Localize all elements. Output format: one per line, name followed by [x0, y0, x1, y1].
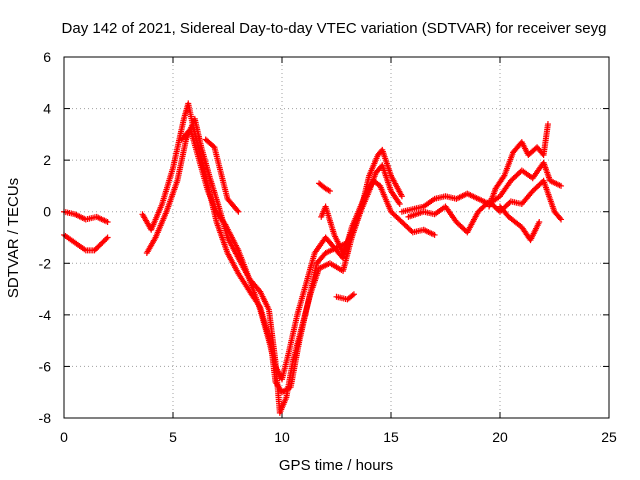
y-tick-label: -4 — [39, 307, 52, 323]
data-point — [349, 292, 356, 299]
plot-frame — [63, 56, 610, 419]
x-tick-label: 20 — [492, 429, 508, 445]
data-point — [544, 121, 551, 128]
data-point — [104, 219, 111, 226]
x-tick-label: 25 — [601, 429, 617, 445]
data-point — [348, 229, 355, 236]
data-point — [556, 215, 563, 222]
data-point — [431, 231, 438, 238]
data-point — [350, 291, 357, 298]
data-point — [536, 219, 543, 226]
y-tick-label: 2 — [43, 152, 51, 168]
y-tick-label: 6 — [43, 49, 51, 65]
x-tick-label: 5 — [169, 429, 177, 445]
axis-ticks: 0 5 10 15 20 25 -8 -6 -4 -2 0 2 4 6 — [39, 49, 617, 445]
x-tick-label: 10 — [274, 429, 290, 445]
grid — [64, 57, 609, 418]
y-tick-label: 0 — [43, 204, 51, 220]
data-point — [398, 193, 405, 200]
x-tick-label: 15 — [383, 429, 399, 445]
data-point — [558, 216, 565, 223]
data-point — [326, 188, 333, 195]
y-tick-label: -6 — [39, 358, 52, 374]
y-axis-label: SDTVAR / TECUs — [5, 178, 22, 298]
data-point — [235, 208, 242, 215]
data-point — [234, 207, 241, 214]
y-tick-label: 4 — [43, 101, 51, 117]
chart-title: Day 142 of 2021, Sidereal Day-to-day VTE… — [62, 20, 607, 37]
data-points — [61, 100, 565, 416]
data-point — [103, 235, 110, 242]
y-tick-label: -2 — [39, 255, 52, 271]
data-point — [104, 234, 111, 241]
x-tick-label: 0 — [60, 429, 68, 445]
data-point — [558, 182, 565, 189]
x-axis-label: GPS time / hours — [279, 457, 393, 474]
y-tick-label: -8 — [39, 410, 52, 426]
data-point — [396, 200, 403, 207]
